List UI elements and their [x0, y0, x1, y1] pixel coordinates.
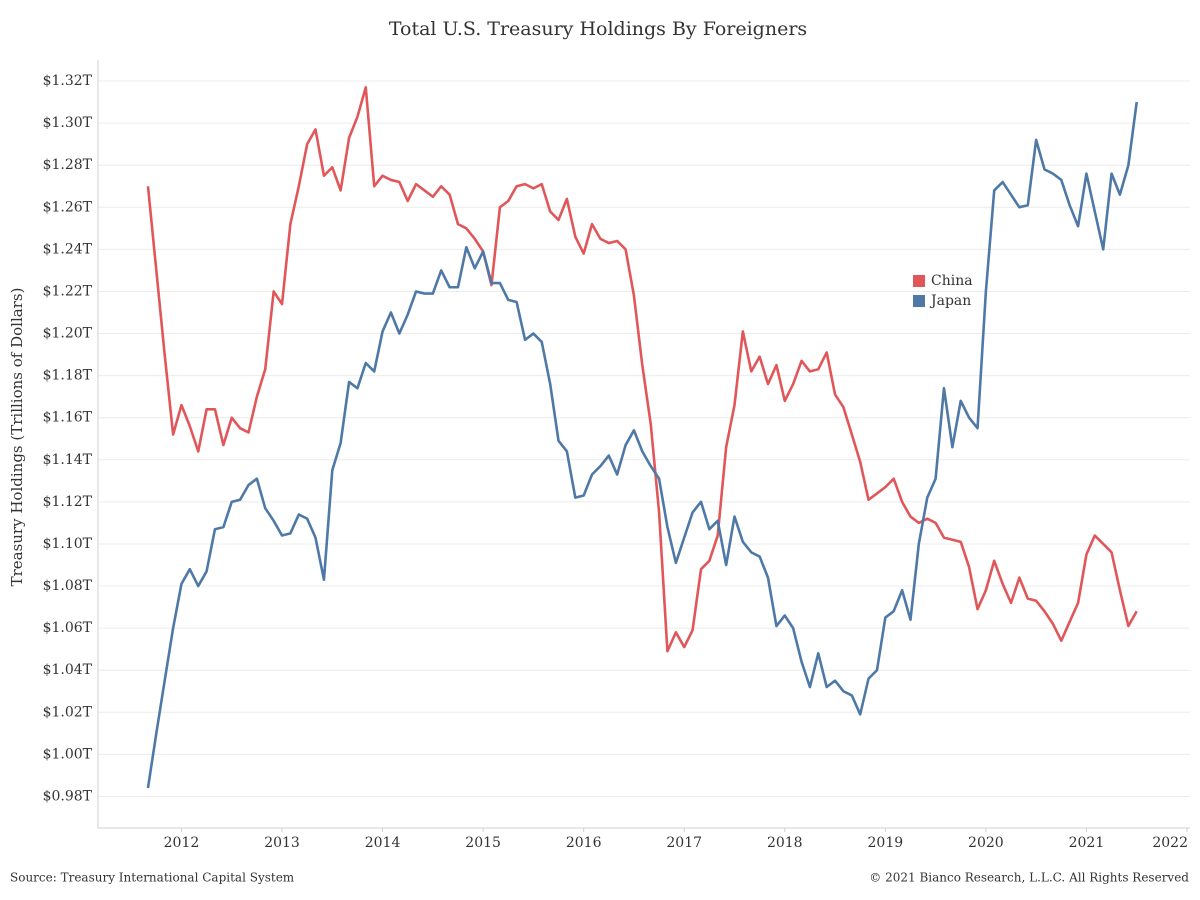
legend-label: Japan — [929, 293, 971, 309]
x-tick-label: 2018 — [767, 835, 803, 851]
x-tick-label: 2021 — [1069, 835, 1105, 851]
y-tick-label: $1.02T — [43, 704, 93, 720]
source-note: Source: Treasury International Capital S… — [10, 871, 295, 885]
y-tick-label: $1.22T — [43, 283, 93, 299]
y-tick-label: $0.98T — [43, 788, 93, 804]
y-tick-label: $1.12T — [43, 494, 93, 510]
y-tick-label: $1.08T — [43, 578, 93, 594]
y-tick-label: $1.26T — [43, 199, 93, 215]
y-tick-label: $1.16T — [43, 410, 93, 426]
x-tick-label: 2020 — [968, 835, 1004, 851]
legend-swatch — [913, 275, 925, 287]
copyright-note: © 2021 Bianco Research, L.L.C. All Right… — [869, 871, 1189, 885]
y-axis-label: Treasury Holdings (Trillions of Dollars) — [8, 288, 26, 587]
legend-swatch — [913, 295, 925, 307]
x-tick-label: 2015 — [465, 835, 501, 851]
x-tick-label: 2014 — [365, 835, 401, 851]
data-line — [146, 101, 1138, 789]
x-tick-label: 2019 — [868, 835, 904, 851]
y-tick-label: $1.30T — [43, 115, 93, 131]
x-tick-label: 2016 — [566, 835, 602, 851]
y-tick-label: $1.00T — [43, 746, 93, 762]
y-tick-label: $1.06T — [43, 620, 93, 636]
y-tick-label: $1.18T — [43, 368, 93, 384]
y-tick-label: $1.04T — [43, 662, 93, 678]
x-tick-label: 2012 — [164, 835, 200, 851]
x-tick-label: 2017 — [666, 835, 702, 851]
data-line — [146, 86, 1138, 653]
y-tick-label: $1.14T — [43, 452, 93, 468]
y-tick-label: $1.24T — [43, 241, 93, 257]
x-tick-label: 2022 — [1152, 835, 1188, 851]
y-tick-label: $1.20T — [43, 326, 93, 342]
chart-title: Total U.S. Treasury Holdings By Foreigne… — [389, 18, 807, 40]
x-tick-label: 2013 — [264, 835, 300, 851]
y-tick-label: $1.32T — [43, 73, 93, 89]
legend-label: China — [931, 273, 973, 289]
y-tick-label: $1.10T — [43, 536, 93, 552]
y-tick-label: $1.28T — [43, 157, 93, 173]
